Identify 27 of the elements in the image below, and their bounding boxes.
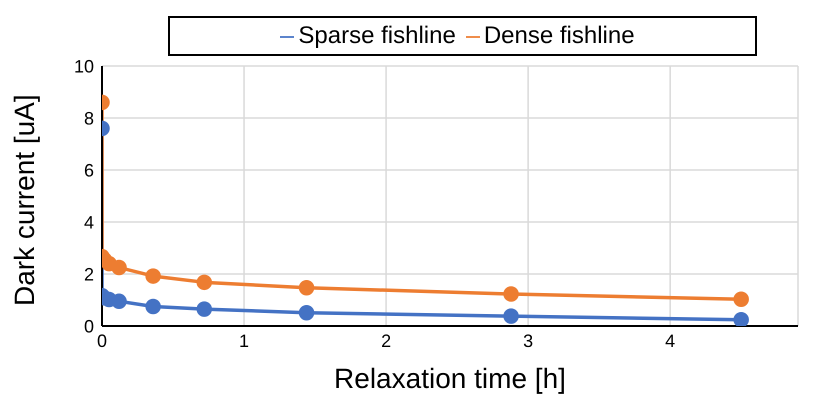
- y-tick-label: 8: [84, 108, 94, 128]
- point: [196, 301, 212, 317]
- point: [196, 274, 212, 290]
- point: [503, 286, 519, 302]
- y-tick-label: 2: [84, 264, 94, 284]
- point: [145, 268, 161, 284]
- x-tick-label: 1: [239, 330, 250, 351]
- y-tick-label: 10: [74, 56, 94, 76]
- y-axis-title: Dark current [uA]: [8, 94, 40, 306]
- point: [733, 291, 749, 307]
- point: [298, 304, 314, 320]
- x-axis-title: Relaxation time [h]: [334, 363, 566, 394]
- point: [298, 280, 314, 296]
- point: [111, 260, 127, 276]
- y-tick-label: 6: [84, 160, 94, 180]
- x-tick-label: 0: [96, 330, 108, 351]
- y-tick-label: 0: [84, 316, 94, 336]
- y-tick-label: 4: [84, 212, 94, 232]
- point: [145, 298, 161, 314]
- point: [111, 294, 127, 310]
- legend-label: Dense fishline: [484, 22, 635, 49]
- point: [733, 312, 749, 326]
- x-tick-label: 3: [523, 330, 534, 351]
- x-tick-label: 4: [665, 330, 676, 351]
- x-tick-label: 2: [381, 330, 392, 351]
- point: [503, 308, 519, 324]
- legend-label: Sparse fishline: [298, 22, 456, 49]
